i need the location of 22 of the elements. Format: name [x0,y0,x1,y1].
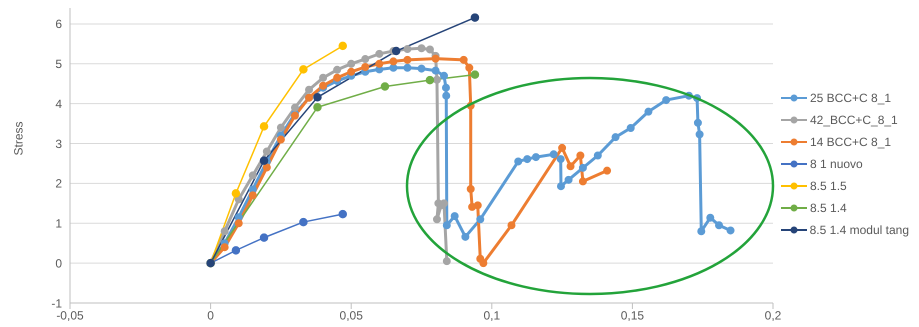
y-tick-label: -1 [51,296,62,310]
y-tick-label: 4 [55,96,62,111]
legend-label: 14 BCC+C 8_1 [810,134,892,148]
x-tick-label: 0,1 [483,308,500,323]
x-tick-label: 0 [207,308,214,323]
legend-label: 8.5 1.4 modul tang [810,222,909,236]
y-tick-label: 5 [55,57,62,72]
x-tick-label: 0,15 [620,308,644,323]
y-axis-title: Stress [11,121,26,156]
y-tick-label: 1 [55,216,62,231]
y-tick-label: 6 [55,17,62,32]
x-tick-label: 0,2 [764,308,782,323]
legend-label: 42_BCC+C_8_1 [810,112,898,126]
legend-label: 25 BCC+C 8_1 [810,90,892,104]
legend-label: 8.5 1.4 [810,200,847,214]
y-tick-label: 0 [55,256,62,270]
y-tick-label: 2 [55,176,62,191]
y-tick-label: 3 [55,136,62,151]
legend-label: 8.5 1.5 [810,178,847,192]
legend-label: 8 1 nuovo [810,156,863,170]
x-tick-label: -0,05 [56,308,84,323]
x-tick-label: 0,05 [340,308,364,323]
